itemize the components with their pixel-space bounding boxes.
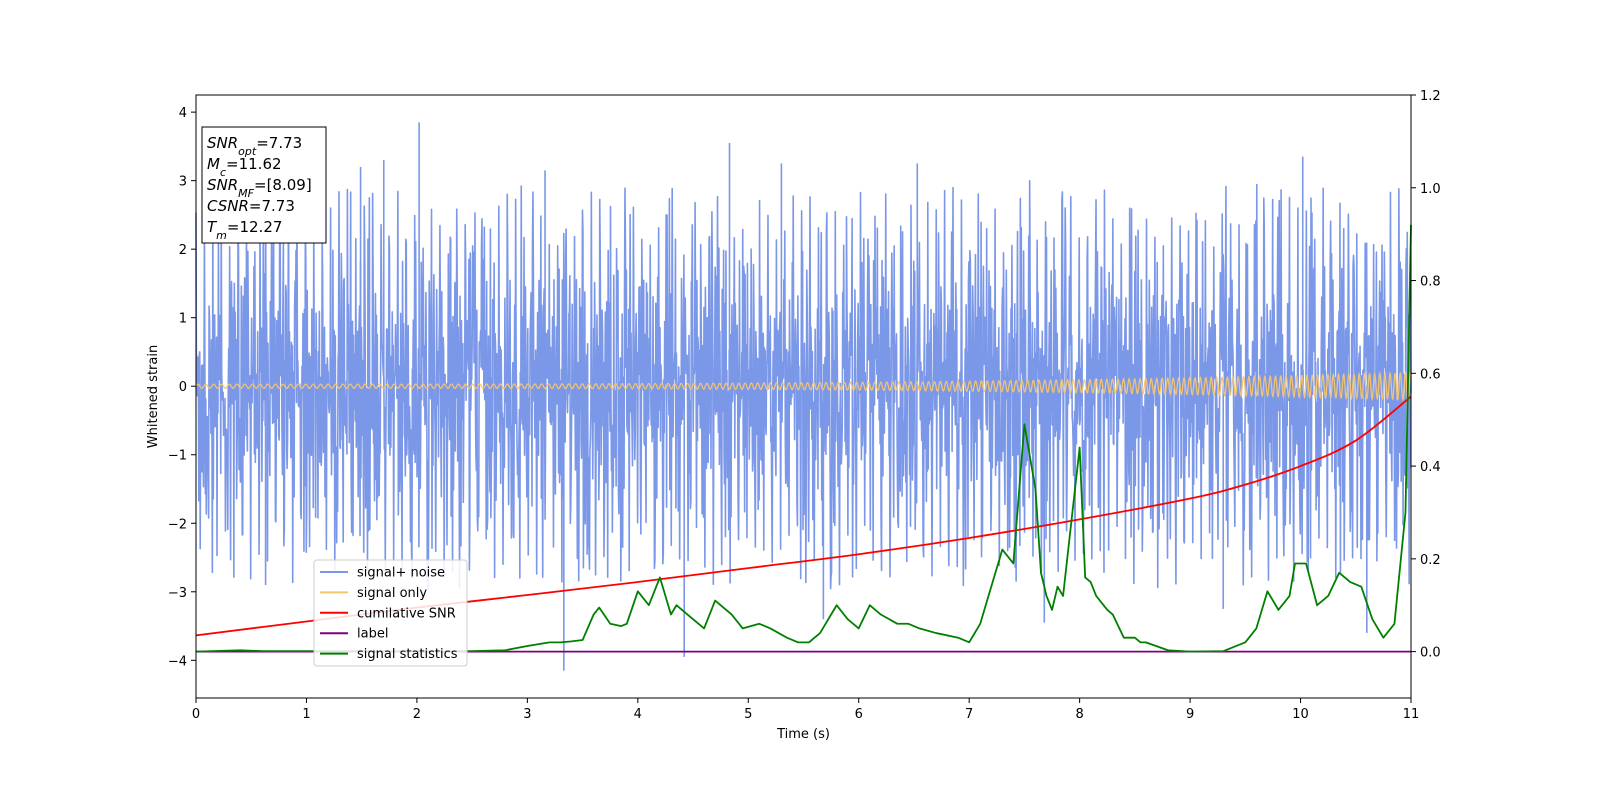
legend: signal+ noise signal only cumilative SNR la… (313, 559, 468, 667)
x-tick-label: 0 (192, 707, 200, 722)
legend-entry: cumilative SNR (357, 606, 456, 621)
signal-only-line (195, 370, 1412, 403)
y-tick-label: 2 (179, 243, 187, 258)
y2-tick-label: 1.0 (1420, 182, 1441, 197)
y2-tick-label: 0.6 (1420, 367, 1441, 382)
stats-line: SNRopt=7.73 (207, 134, 302, 158)
x-axis: 0 1 2 3 4 5 6 7 8 9 10 11 (192, 698, 1419, 722)
y-tick-label: 4 (179, 106, 187, 121)
y2-tick-label: 0.8 (1420, 275, 1441, 290)
signal-only-series (195, 370, 1412, 403)
x-tick-label: 4 (634, 707, 642, 722)
y2-tick-label: 0.4 (1420, 460, 1441, 475)
stats-line: SNRMF=[8.09] (207, 176, 312, 200)
x-tick-label: 7 (965, 707, 973, 722)
y-tick-label: 1 (179, 312, 187, 327)
y-tick-label: 0 (179, 380, 187, 395)
stats-line: CSNR=7.73 (207, 197, 295, 215)
legend-entry: signal only (357, 586, 427, 601)
x-tick-label: 8 (1075, 707, 1083, 722)
y-axis-left: 4 3 2 1 0 −1 −2 −3 −4 (168, 106, 196, 669)
x-tick-label: 3 (523, 707, 531, 722)
x-tick-label: 11 (1403, 707, 1420, 722)
x-axis-label: Time (s) (776, 727, 830, 742)
legend-entry: label (357, 627, 388, 642)
legend-entry: signal statistics (357, 647, 458, 662)
signal-statistics-line (195, 224, 1412, 653)
y-axis-right: 1.2 1.0 0.8 0.6 0.4 0.2 0.0 (1411, 89, 1441, 661)
x-tick-label: 2 (413, 707, 421, 722)
x-tick-label: 9 (1186, 707, 1194, 722)
y2-tick-label: 0.2 (1420, 553, 1441, 568)
plot-frame (195, 94, 1412, 699)
y-axis-label: Whitened strain (146, 345, 161, 448)
y2-tick-label: 1.2 (1420, 89, 1441, 104)
stats-box-frame (201, 126, 327, 244)
legend-frame (313, 559, 468, 667)
y-tick-label: −3 (168, 586, 187, 601)
y-tick-label: 3 (179, 175, 187, 190)
stats-line: Mc=11.62 (207, 155, 282, 179)
y-tick-label: −2 (168, 517, 187, 532)
legend-entry: signal+ noise (357, 566, 445, 581)
x-tick-label: 10 (1292, 707, 1309, 722)
x-tick-label: 5 (744, 707, 752, 722)
x-tick-label: 6 (855, 707, 863, 722)
stats-annotation-box: SNRopt=7.73Mc=11.62SNRMF=[8.09]CSNR=7.73… (201, 126, 327, 244)
y-tick-label: −4 (168, 654, 187, 669)
y-tick-label: −1 (168, 449, 187, 464)
y2-tick-label: 0.0 (1420, 646, 1441, 661)
x-tick-label: 1 (302, 707, 310, 722)
stats-line: Tm=12.27 (207, 218, 282, 242)
